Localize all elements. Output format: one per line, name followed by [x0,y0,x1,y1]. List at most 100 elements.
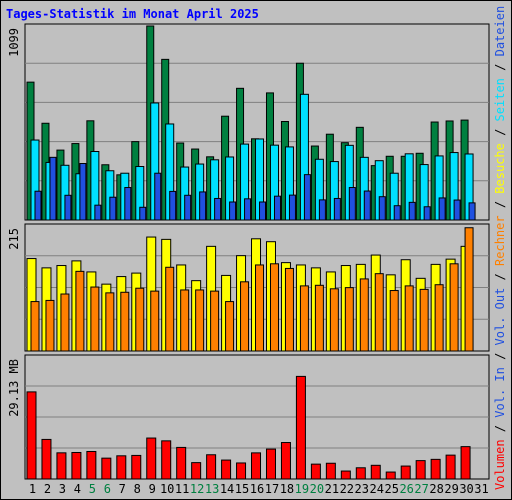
side-legend-item-1: / [493,418,507,440]
bar-requests-seiten-day-10 [169,190,177,221]
x-tick-label-day-8: 8 [134,482,141,496]
bar-visits-rechner-day-29 [449,263,459,352]
bar-volume-volumen-day-7 [116,455,127,480]
bar-requests-seiten-day-24 [378,196,386,221]
bar-volume-volumen-day-27 [415,460,426,480]
bar-volume-volumen-day-23 [355,467,366,480]
bar-requests-seiten-day-16 [259,201,267,221]
bar-volume-volumen-day-1 [26,391,37,480]
x-tick-label-day-16: 16 [250,482,264,496]
bar-visits-rechner-day-21 [329,288,339,352]
bar-requests-seiten-day-30 [468,202,476,221]
bar-visits-rechner-day-24 [374,273,384,352]
bar-visits-rechner-day-6 [105,292,115,352]
bar-requests-seiten-day-6 [109,196,117,221]
side-legend-item-2: Vol. In [493,367,507,418]
side-legend-item-13: / [493,0,507,6]
x-tick-label-day-4: 4 [74,482,81,496]
bar-volume-volumen-day-16 [251,452,262,480]
x-tick-label-day-28: 28 [429,482,443,496]
x-tick-label-day-29: 29 [444,482,458,496]
bar-visits-rechner-day-4 [75,270,85,352]
bar-requests-seiten-day-25 [393,205,401,221]
bar-volume-volumen-day-2 [41,438,52,480]
x-tick-label-day-6: 6 [104,482,111,496]
bar-requests-seiten-day-15 [244,198,252,221]
x-tick-label-day-30: 30 [459,482,473,496]
bar-visits-rechner-day-18 [284,267,294,352]
bar-volume-volumen-day-19 [295,375,306,480]
bar-visits-rechner-day-15 [240,281,250,352]
bar-visits-rechner-day-12 [195,289,205,352]
bar-visits-rechner-day-28 [434,284,444,352]
bar-visits-rechner-day-30 [464,227,474,352]
x-tick-label-day-24: 24 [370,482,384,496]
bar-volume-volumen-day-24 [370,464,381,480]
side-legend-item-8: Besuche [493,143,507,194]
x-tick-label-day-1: 1 [29,482,36,496]
bar-requests-seiten-day-13 [214,197,222,221]
x-tick-label-day-14: 14 [220,482,234,496]
side-legend-item-5: / [493,266,507,288]
bar-volume-volumen-day-6 [101,457,112,480]
x-tick-label-day-9: 9 [149,482,156,496]
bar-volume-volumen-day-25 [385,471,396,480]
bar-visits-rechner-day-16 [255,264,265,352]
bar-volume-volumen-day-8 [131,454,142,480]
x-tick-label-day-22: 22 [340,482,354,496]
bar-visits-rechner-day-26 [404,285,414,352]
bar-requests-seiten-day-11 [184,194,192,221]
bar-visits-rechner-day-9 [150,290,160,352]
side-legend-item-6: Rechner [493,215,507,266]
bar-requests-seiten-day-4 [79,163,87,221]
bar-volume-volumen-day-22 [340,470,351,480]
bar-volume-volumen-day-21 [325,462,336,480]
bar-volume-volumen-day-18 [280,442,291,480]
bar-requests-seiten-day-27 [423,206,431,221]
bar-requests-seiten-day-1 [34,190,42,221]
bar-volume-volumen-day-3 [56,452,67,480]
x-tick-label-day-11: 11 [175,482,189,496]
x-tick-label-day-5: 5 [89,482,96,496]
bar-volume-volumen-day-14 [221,459,232,480]
bar-requests-seiten-day-21 [333,197,341,221]
bar-requests-seiten-day-2 [49,156,57,221]
x-tick-label-day-12: 12 [190,482,204,496]
x-tick-label-day-27: 27 [414,482,428,496]
bar-requests-seiten-day-7 [124,187,132,221]
panel-volume-ymax-label: 29.13 MB [7,359,21,417]
bar-volume-volumen-day-13 [206,454,217,480]
bar-volume-volumen-day-4 [71,451,82,480]
bar-volume-volumen-day-11 [176,446,187,480]
x-tick-label-day-31: 31 [474,482,488,496]
side-legend-item-11: / [493,56,507,78]
side-legend: Volumen / Vol. In / Vol. Out / Rechner /… [493,0,507,490]
bar-visits-rechner-day-2 [45,299,55,352]
bar-visits-rechner-day-3 [60,293,70,352]
side-legend-item-7: / [493,194,507,216]
side-legend-item-12: Dateien [493,6,507,57]
bar-requests-seiten-day-29 [453,199,461,221]
bar-visits-rechner-day-10 [165,266,175,352]
bar-visits-rechner-day-7 [120,291,130,352]
bar-volume-volumen-day-17 [265,448,276,480]
bar-volume-volumen-day-15 [236,462,247,480]
x-tick-label-day-13: 13 [205,482,219,496]
bar-requests-seiten-day-19 [303,174,311,221]
x-tick-label-day-2: 2 [44,482,51,496]
x-tick-label-day-18: 18 [280,482,294,496]
bar-volume-volumen-day-10 [161,440,172,480]
bar-requests-seiten-day-20 [318,199,326,221]
x-tick-label-day-25: 25 [384,482,398,496]
bar-visits-rechner-day-22 [344,287,354,352]
bar-requests-seiten-day-22 [348,187,356,221]
bar-requests-seiten-day-17 [273,195,281,221]
x-tick-label-day-21: 21 [325,482,339,496]
bar-requests-seiten-day-28 [438,197,446,221]
bar-visits-rechner-day-17 [269,263,279,352]
bar-visits-rechner-day-23 [359,278,369,352]
side-legend-item-0: Volumen [493,439,507,490]
side-legend-item-9: / [493,121,507,143]
